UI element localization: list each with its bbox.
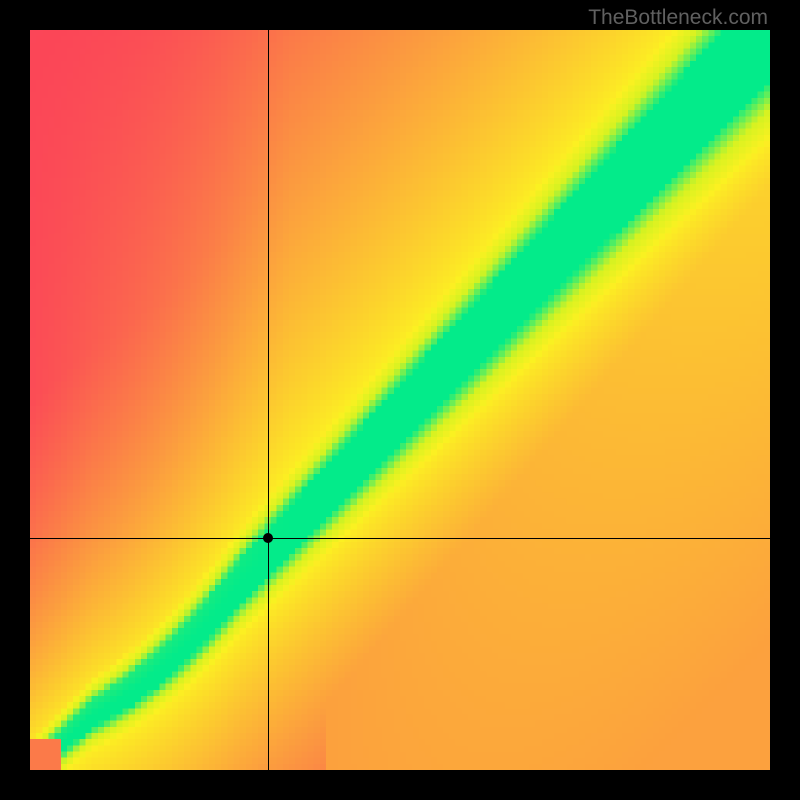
heatmap-chart [30, 30, 770, 770]
watermark-text: TheBottleneck.com [588, 6, 768, 30]
heatmap-canvas [30, 30, 770, 770]
crosshair-horizontal [30, 538, 770, 539]
crosshair-vertical [268, 30, 269, 770]
marker-point [263, 533, 273, 543]
